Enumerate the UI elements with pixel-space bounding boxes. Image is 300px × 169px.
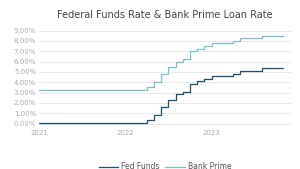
- Bank Prime: [44, 89, 48, 91]
- Bank Prime: [267, 35, 271, 37]
- Bank Prime: [217, 42, 220, 44]
- Bank Prime: [131, 89, 134, 91]
- Fed Funds: [195, 80, 199, 82]
- Fed Funds: [44, 122, 48, 124]
- Bank Prime: [59, 89, 62, 91]
- Bank Prime: [95, 89, 98, 91]
- Fed Funds: [116, 122, 120, 124]
- Bank Prime: [88, 89, 91, 91]
- Fed Funds: [202, 78, 206, 80]
- Fed Funds: [238, 70, 242, 72]
- Bank Prime: [145, 86, 149, 88]
- Fed Funds: [131, 122, 134, 124]
- Fed Funds: [109, 122, 113, 124]
- Bank Prime: [274, 35, 278, 37]
- Bank Prime: [231, 40, 235, 42]
- Fed Funds: [274, 67, 278, 69]
- Fed Funds: [95, 122, 98, 124]
- Bank Prime: [102, 89, 106, 91]
- Fed Funds: [124, 122, 127, 124]
- Fed Funds: [246, 70, 249, 72]
- Line: Bank Prime: Bank Prime: [39, 36, 284, 90]
- Fed Funds: [224, 75, 228, 77]
- Bank Prime: [174, 61, 177, 63]
- Bank Prime: [66, 89, 70, 91]
- Bank Prime: [124, 89, 127, 91]
- Fed Funds: [102, 122, 106, 124]
- Bank Prime: [116, 89, 120, 91]
- Fed Funds: [188, 83, 192, 85]
- Fed Funds: [66, 122, 70, 124]
- Line: Fed Funds: Fed Funds: [39, 68, 284, 123]
- Fed Funds: [160, 106, 163, 108]
- Fed Funds: [88, 122, 91, 124]
- Fed Funds: [174, 93, 177, 95]
- Bank Prime: [253, 37, 256, 39]
- Fed Funds: [282, 67, 285, 69]
- Bank Prime: [37, 89, 41, 91]
- Bank Prime: [282, 35, 285, 37]
- Fed Funds: [52, 122, 55, 124]
- Fed Funds: [253, 70, 256, 72]
- Fed Funds: [181, 91, 185, 93]
- Legend: Fed Funds, Bank Prime: Fed Funds, Bank Prime: [96, 159, 234, 169]
- Title: Federal Funds Rate & Bank Prime Loan Rate: Federal Funds Rate & Bank Prime Loan Rat…: [57, 10, 273, 20]
- Bank Prime: [238, 37, 242, 39]
- Bank Prime: [188, 50, 192, 52]
- Fed Funds: [73, 122, 77, 124]
- Bank Prime: [246, 37, 249, 39]
- Fed Funds: [210, 75, 213, 77]
- Bank Prime: [138, 89, 142, 91]
- Fed Funds: [260, 67, 264, 69]
- Fed Funds: [80, 122, 84, 124]
- Bank Prime: [109, 89, 113, 91]
- Bank Prime: [210, 42, 213, 44]
- Fed Funds: [217, 75, 220, 77]
- Bank Prime: [80, 89, 84, 91]
- Fed Funds: [37, 122, 41, 124]
- Bank Prime: [52, 89, 55, 91]
- Fed Funds: [267, 67, 271, 69]
- Fed Funds: [145, 119, 149, 121]
- Bank Prime: [152, 81, 156, 83]
- Fed Funds: [167, 99, 170, 101]
- Bank Prime: [181, 58, 185, 60]
- Bank Prime: [73, 89, 77, 91]
- Bank Prime: [167, 66, 170, 68]
- Fed Funds: [152, 114, 156, 116]
- Bank Prime: [195, 48, 199, 50]
- Fed Funds: [59, 122, 62, 124]
- Bank Prime: [202, 45, 206, 47]
- Bank Prime: [260, 35, 264, 37]
- Fed Funds: [231, 73, 235, 75]
- Fed Funds: [138, 122, 142, 124]
- Bank Prime: [224, 42, 228, 44]
- Bank Prime: [160, 74, 163, 76]
